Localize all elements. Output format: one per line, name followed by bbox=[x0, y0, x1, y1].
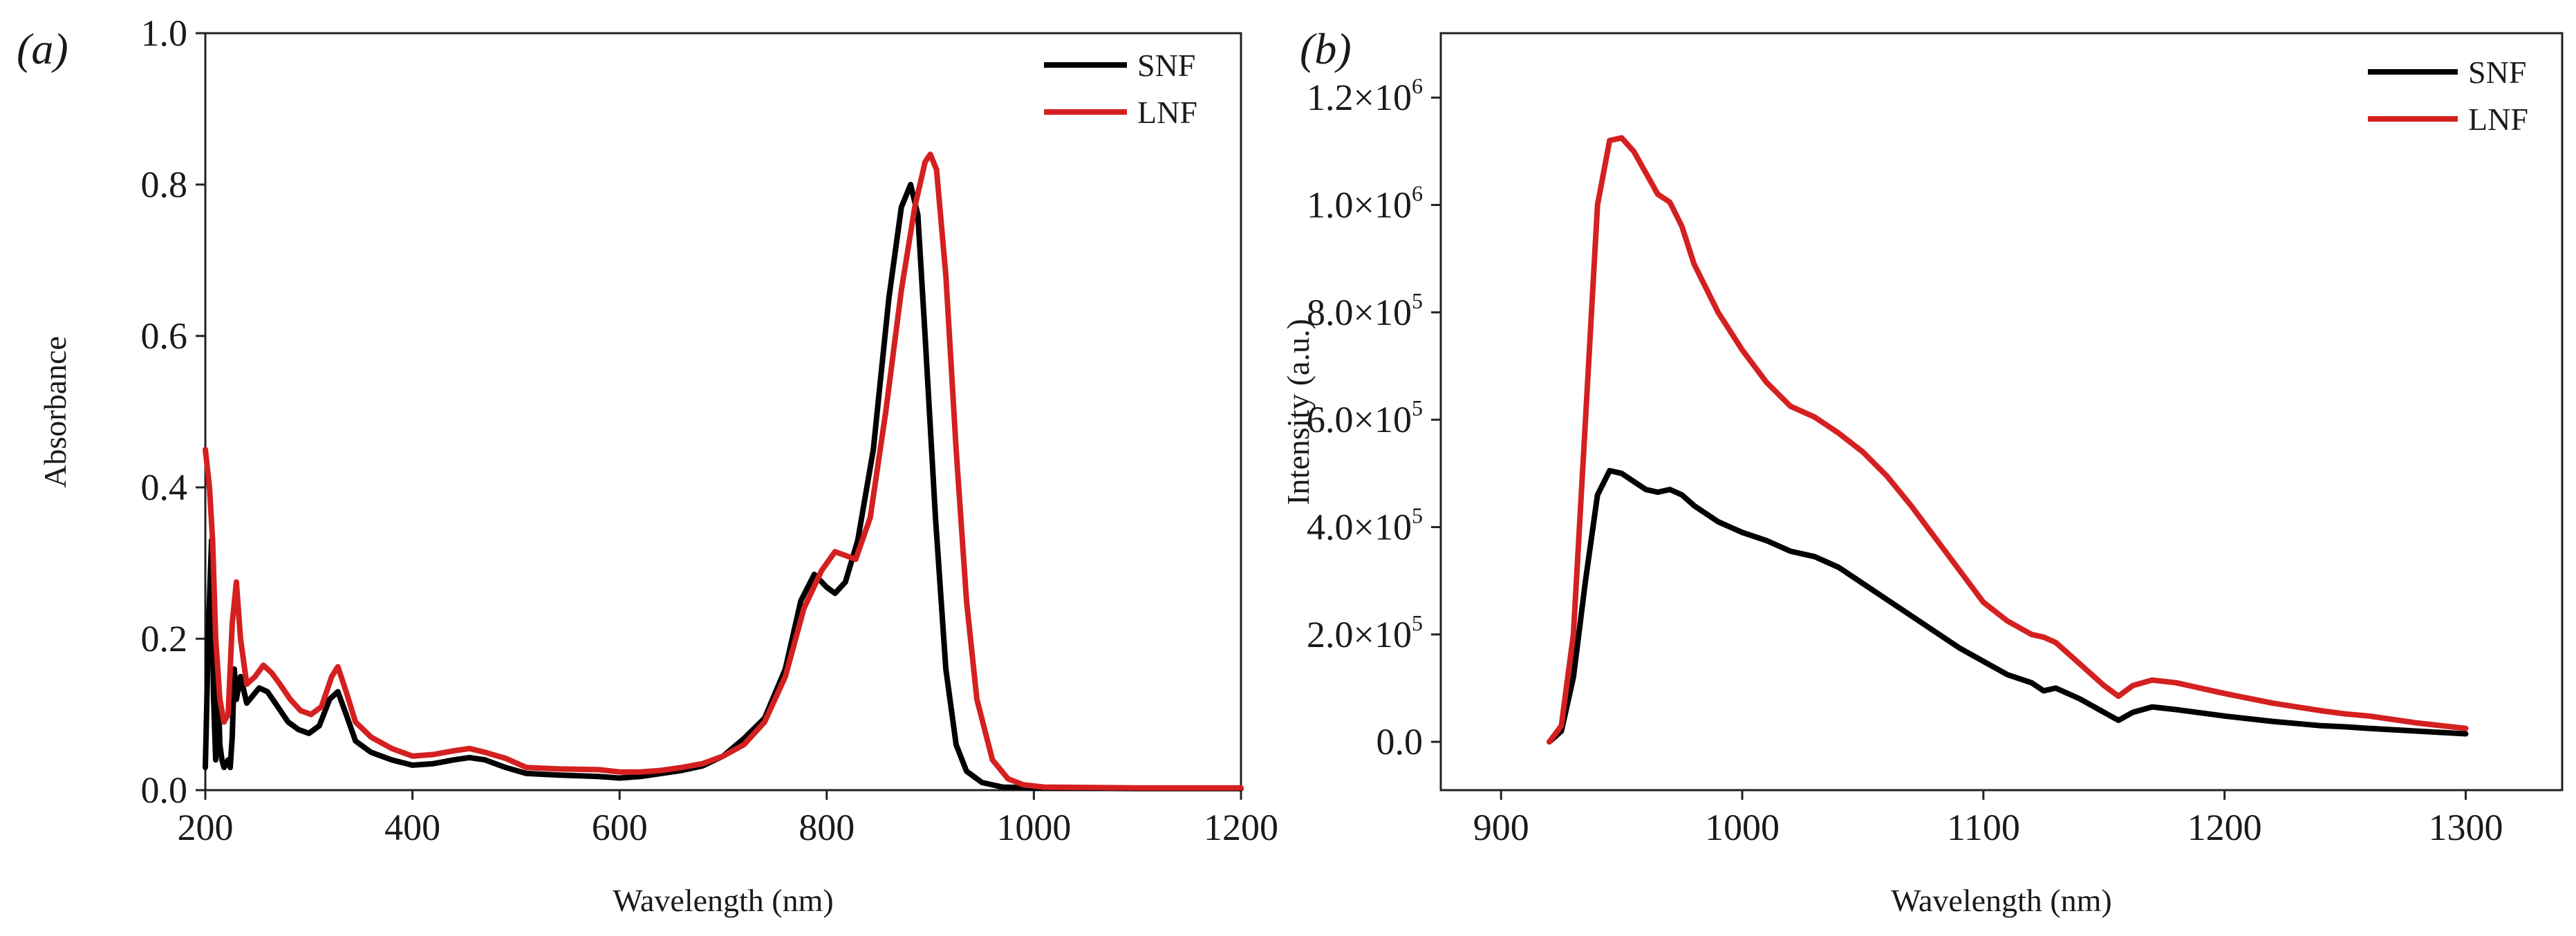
panel-b-legend-label-snf: SNF bbox=[2468, 55, 2526, 90]
panel-b-x-tick-label: 900 bbox=[1473, 807, 1529, 848]
panel-a-legend-label-snf: SNF bbox=[1137, 48, 1195, 83]
panel-b-label: (b) bbox=[1300, 24, 1352, 73]
panel-a: (a) 200 400 600 800 1000 1200 0.0 0.2 0.4 0.6 0.8 1… bbox=[17, 12, 1278, 918]
panel-b-y-tick-label: 1.2×106 bbox=[1307, 73, 1423, 118]
panel-a-y-tick-label: 0.2 bbox=[141, 618, 188, 659]
panel-a-y-axis-title: Absorbance bbox=[37, 336, 73, 488]
panel-b-x-axis-title: Wavelength (nm) bbox=[1891, 883, 2111, 918]
panel-a-plot-frame bbox=[204, 32, 1242, 792]
panel-a-legend-label-lnf: LNF bbox=[1137, 95, 1197, 130]
panel-b-y-tick-label: 0.0 bbox=[1376, 721, 1424, 762]
panel-b-x-tick-label: 1100 bbox=[1947, 807, 2020, 848]
panel-b-y-tick-label: 8.0×105 bbox=[1307, 288, 1423, 333]
panel-b-series-lnf bbox=[1547, 135, 2469, 745]
panel-a-y-tick-label: 0.6 bbox=[141, 315, 188, 357]
panel-a-label: (a) bbox=[17, 24, 68, 73]
panel-a-x-tick-label: 800 bbox=[799, 807, 855, 848]
panel-a-y-tick-label: 0.0 bbox=[141, 769, 188, 811]
panel-a-legend: SNF LNF bbox=[1044, 48, 1197, 130]
panel-b-series-snf bbox=[1547, 467, 2469, 745]
panel-a-y-tick-label: 0.4 bbox=[141, 467, 188, 508]
panel-b-y-tick-label: 6.0×105 bbox=[1307, 395, 1423, 440]
panel-b-series bbox=[1547, 135, 2469, 745]
panel-b-legend: SNF LNF bbox=[2368, 55, 2528, 137]
panel-a-series-lnf bbox=[203, 151, 1244, 791]
panel-a-series-snf bbox=[203, 182, 1244, 792]
panel-b-plot-frame bbox=[1439, 32, 2564, 792]
panel-a-x-tick-label: 400 bbox=[384, 807, 440, 848]
panel-a-series bbox=[203, 151, 1244, 792]
panel-a-x-tick-label: 200 bbox=[178, 807, 234, 848]
panel-a-y-tick-label: 1.0 bbox=[141, 12, 188, 54]
panel-b-ticks: 900 1000 1100 1200 1300 0.0 2.0×105 4.0×105 6.0×… bbox=[1307, 73, 2503, 848]
panel-b-y-axis-title: Intensity (a.u.) bbox=[1280, 319, 1316, 505]
panel-b-y-tick-label: 2.0×105 bbox=[1307, 610, 1423, 655]
panel-a-x-axis-title: Wavelength (nm) bbox=[613, 883, 833, 918]
panel-b-y-tick-label: 4.0×105 bbox=[1307, 503, 1423, 547]
panel-a-x-tick-label: 1200 bbox=[1204, 807, 1278, 848]
panel-a-y-tick-label: 0.8 bbox=[141, 164, 188, 205]
panel-a-x-tick-label: 600 bbox=[592, 807, 648, 848]
panel-a-x-tick-label: 1000 bbox=[996, 807, 1071, 848]
panel-a-ticks: 200 400 600 800 1000 1200 0.0 0.2 0.4 0.6 0.8 1.0 bbox=[141, 12, 1279, 848]
panel-b-x-tick-label: 1300 bbox=[2428, 807, 2503, 848]
panel-b-y-tick-label: 1.0×106 bbox=[1307, 181, 1423, 226]
panel-b: (b) 900 1000 1100 1200 1300 0.0 2.0×105 4.0×105… bbox=[1280, 24, 2564, 918]
panel-b-x-tick-label: 1000 bbox=[1705, 807, 1780, 848]
panel-b-x-tick-label: 1200 bbox=[2187, 807, 2262, 848]
panel-b-legend-label-lnf: LNF bbox=[2468, 102, 2528, 137]
